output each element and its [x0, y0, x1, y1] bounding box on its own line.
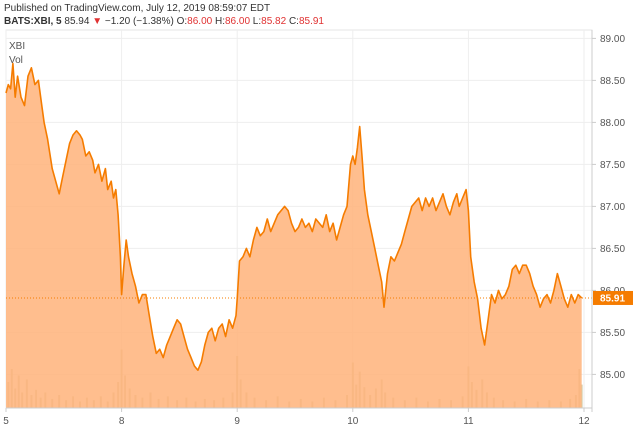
quote-line: BATS:XBI, 5 85.94 ▼ −1.20 (−1.38%) O:86.… [4, 15, 324, 28]
volume-legend-label: Vol [9, 55, 23, 66]
open-label: O: [176, 16, 188, 27]
published-line: Published on TradingView.com, July 12, 2… [4, 3, 271, 14]
y-tick-label: 85.50 [600, 328, 625, 339]
price-area [6, 63, 582, 408]
y-tick-label: 88.00 [600, 118, 625, 129]
y-tick-label: 89.00 [600, 34, 625, 45]
series-legend-label: XBI [9, 41, 26, 52]
x-tick-label: 9 [234, 416, 240, 427]
chart-legend: XBI Vol [9, 40, 25, 68]
y-tick-label: 86.50 [600, 244, 625, 255]
last-price-tag-label: 85.91 [600, 293, 625, 304]
price-line [5, 62, 583, 371]
last-price-value: 85.94 [64, 16, 90, 27]
x-tick-label: 11 [463, 416, 474, 427]
open-value: 86.00 [187, 16, 213, 27]
y-tick-label: 87.50 [600, 160, 625, 171]
high-value: 86.00 [224, 16, 251, 27]
low-label: L: [252, 16, 262, 27]
symbol-label: BATS:XBI, 5 [4, 16, 62, 27]
high-label: H: [214, 16, 225, 27]
x-tick-label: 8 [119, 416, 125, 427]
chart-header: Published on TradingView.com, July 12, 2… [4, 2, 324, 28]
last-price-tag [593, 290, 633, 305]
x-tick-label: 5 [3, 416, 9, 427]
change-value: −1.20 (−1.38%) [104, 16, 174, 27]
y-tick-label: 88.50 [600, 76, 625, 87]
close-label: C: [288, 16, 299, 27]
down-arrow-icon: ▼ [92, 16, 103, 27]
low-value: 85.82 [261, 16, 287, 27]
x-tick-label: 10 [347, 416, 359, 427]
y-tick-label: 87.00 [600, 202, 625, 213]
close-value: 85.91 [298, 16, 324, 27]
y-tick-label: 85.00 [600, 370, 625, 381]
x-tick-label: 12 [578, 416, 590, 427]
